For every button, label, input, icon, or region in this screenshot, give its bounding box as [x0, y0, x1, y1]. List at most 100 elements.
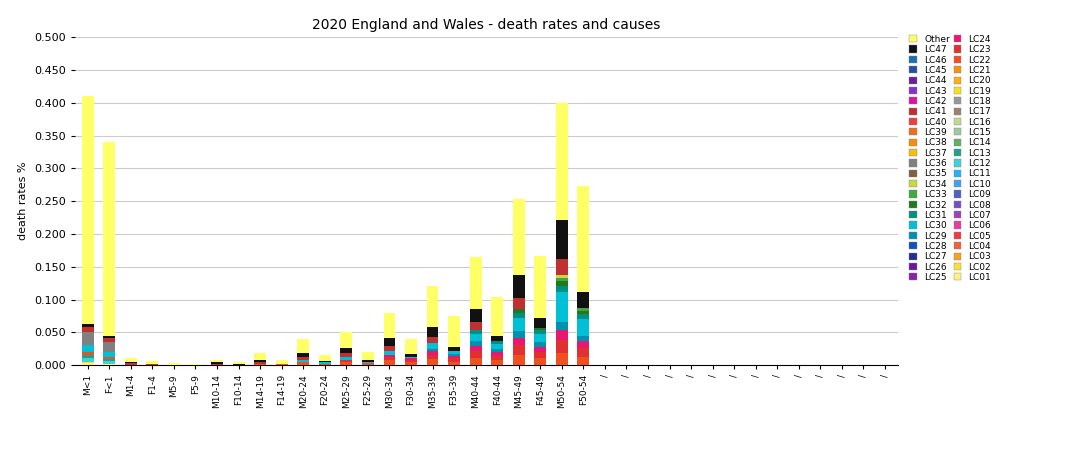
Bar [577, 308, 589, 311]
Bar [556, 275, 568, 278]
Bar [362, 352, 374, 360]
Title: 2020 England and Wales - death rates and causes: 2020 England and Wales - death rates and… [312, 18, 661, 32]
Bar [125, 358, 137, 362]
Bar [168, 363, 180, 365]
Bar [427, 351, 438, 355]
Bar [492, 356, 503, 360]
Bar [384, 351, 396, 355]
Bar [104, 342, 115, 352]
Bar [297, 357, 309, 360]
Bar [492, 352, 503, 356]
Bar [427, 286, 438, 327]
Bar [513, 318, 525, 331]
Bar [340, 357, 353, 360]
Bar [82, 327, 94, 332]
Bar [211, 364, 223, 365]
Bar [577, 342, 589, 348]
Bar [577, 357, 589, 365]
Bar [384, 338, 396, 346]
Bar [513, 199, 525, 275]
Bar [513, 337, 525, 345]
Bar [297, 339, 309, 353]
Bar [384, 357, 396, 360]
Bar [384, 360, 396, 365]
Bar [189, 364, 201, 365]
Bar [104, 142, 115, 336]
Bar [82, 345, 94, 352]
Bar [405, 360, 417, 362]
Bar [448, 316, 460, 347]
Bar [556, 219, 568, 259]
Bar [297, 362, 309, 365]
Bar [534, 330, 546, 334]
Bar [82, 362, 94, 363]
Bar [469, 322, 481, 330]
Bar [556, 322, 568, 330]
Bar [534, 358, 546, 365]
Bar [104, 359, 115, 361]
Bar [146, 361, 158, 364]
Bar [297, 360, 309, 362]
Bar [362, 362, 374, 363]
Bar [362, 363, 374, 365]
Bar [448, 362, 460, 365]
Bar [577, 311, 589, 314]
Bar [340, 360, 353, 362]
Bar [469, 342, 481, 346]
Bar [577, 336, 589, 342]
Bar [427, 327, 438, 337]
Bar [513, 309, 525, 313]
Bar [405, 358, 417, 360]
Bar [427, 355, 438, 359]
Bar [556, 353, 568, 365]
Bar [556, 259, 568, 275]
Bar [492, 297, 503, 336]
Bar [448, 347, 460, 351]
Bar [427, 344, 438, 349]
Bar [427, 337, 438, 344]
Bar [340, 348, 353, 353]
Bar [233, 362, 245, 365]
Y-axis label: death rates %: death rates % [18, 162, 29, 241]
Bar [513, 331, 525, 337]
Bar [125, 362, 137, 363]
Bar [534, 328, 546, 330]
Bar [82, 363, 94, 365]
Bar [340, 362, 353, 365]
Bar [427, 349, 438, 351]
Bar [556, 281, 568, 286]
Bar [492, 360, 503, 365]
Bar [82, 358, 94, 362]
Bar [534, 334, 546, 342]
Bar [104, 357, 115, 359]
Bar [254, 353, 266, 360]
Bar [297, 353, 309, 357]
Bar [125, 363, 137, 365]
Bar [82, 96, 94, 324]
Bar [469, 334, 481, 342]
Bar [104, 338, 115, 342]
Bar [405, 362, 417, 365]
Bar [319, 361, 330, 362]
Bar [319, 355, 330, 361]
Bar [469, 257, 481, 309]
Bar [319, 364, 330, 365]
Bar [448, 358, 460, 362]
Bar [534, 256, 546, 318]
Bar [384, 355, 396, 357]
Bar [384, 313, 396, 338]
Bar [492, 336, 503, 342]
Bar [577, 292, 589, 308]
Bar [513, 298, 525, 309]
Bar [146, 364, 158, 365]
Bar [82, 332, 94, 345]
Bar [534, 347, 546, 352]
Bar [340, 332, 353, 348]
Bar [211, 360, 223, 362]
Bar [405, 357, 417, 358]
Bar [340, 353, 353, 357]
Bar [577, 314, 589, 319]
Bar [276, 364, 288, 365]
Bar [254, 364, 266, 365]
Bar [254, 362, 266, 364]
